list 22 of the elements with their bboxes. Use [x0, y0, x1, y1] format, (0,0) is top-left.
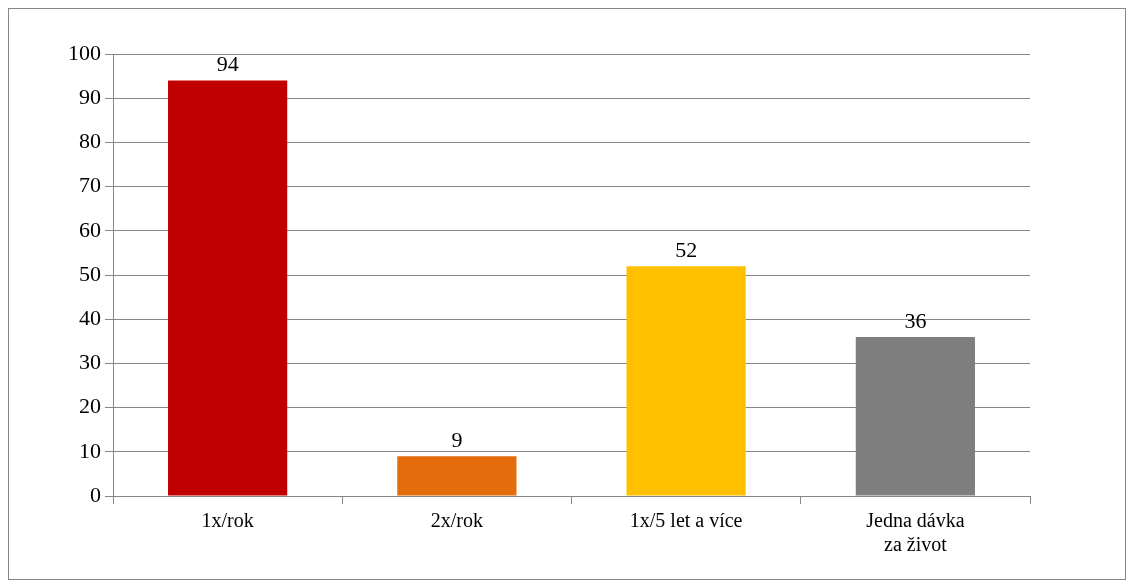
y-tick-label: 20	[79, 393, 101, 419]
y-tick-label: 80	[79, 128, 101, 154]
y-tick-label: 100	[68, 39, 101, 65]
data-label: 52	[675, 236, 698, 262]
x-tick-label: 2x/rok	[430, 509, 483, 532]
bar	[397, 456, 517, 496]
y-tick-label: 50	[79, 260, 101, 286]
y-tick-label: 10	[79, 437, 101, 463]
data-label: 9	[451, 427, 463, 452]
y-tick-label: 90	[79, 83, 101, 109]
y-tick-label: 0	[90, 481, 101, 507]
data-label: 36	[904, 307, 927, 333]
x-tick-label: Jedna dávka za život	[866, 509, 965, 556]
bar	[626, 266, 746, 496]
bar	[168, 80, 288, 496]
data-label: 94	[216, 51, 239, 77]
x-tick-label: 1x/5 let a více	[629, 509, 743, 532]
y-tick-label: 30	[79, 349, 101, 375]
y-tick-label: 40	[79, 304, 101, 330]
y-tick-label: 70	[79, 172, 101, 198]
y-tick-label: 60	[79, 216, 101, 242]
x-tick-label: 1x/rok	[201, 509, 254, 532]
